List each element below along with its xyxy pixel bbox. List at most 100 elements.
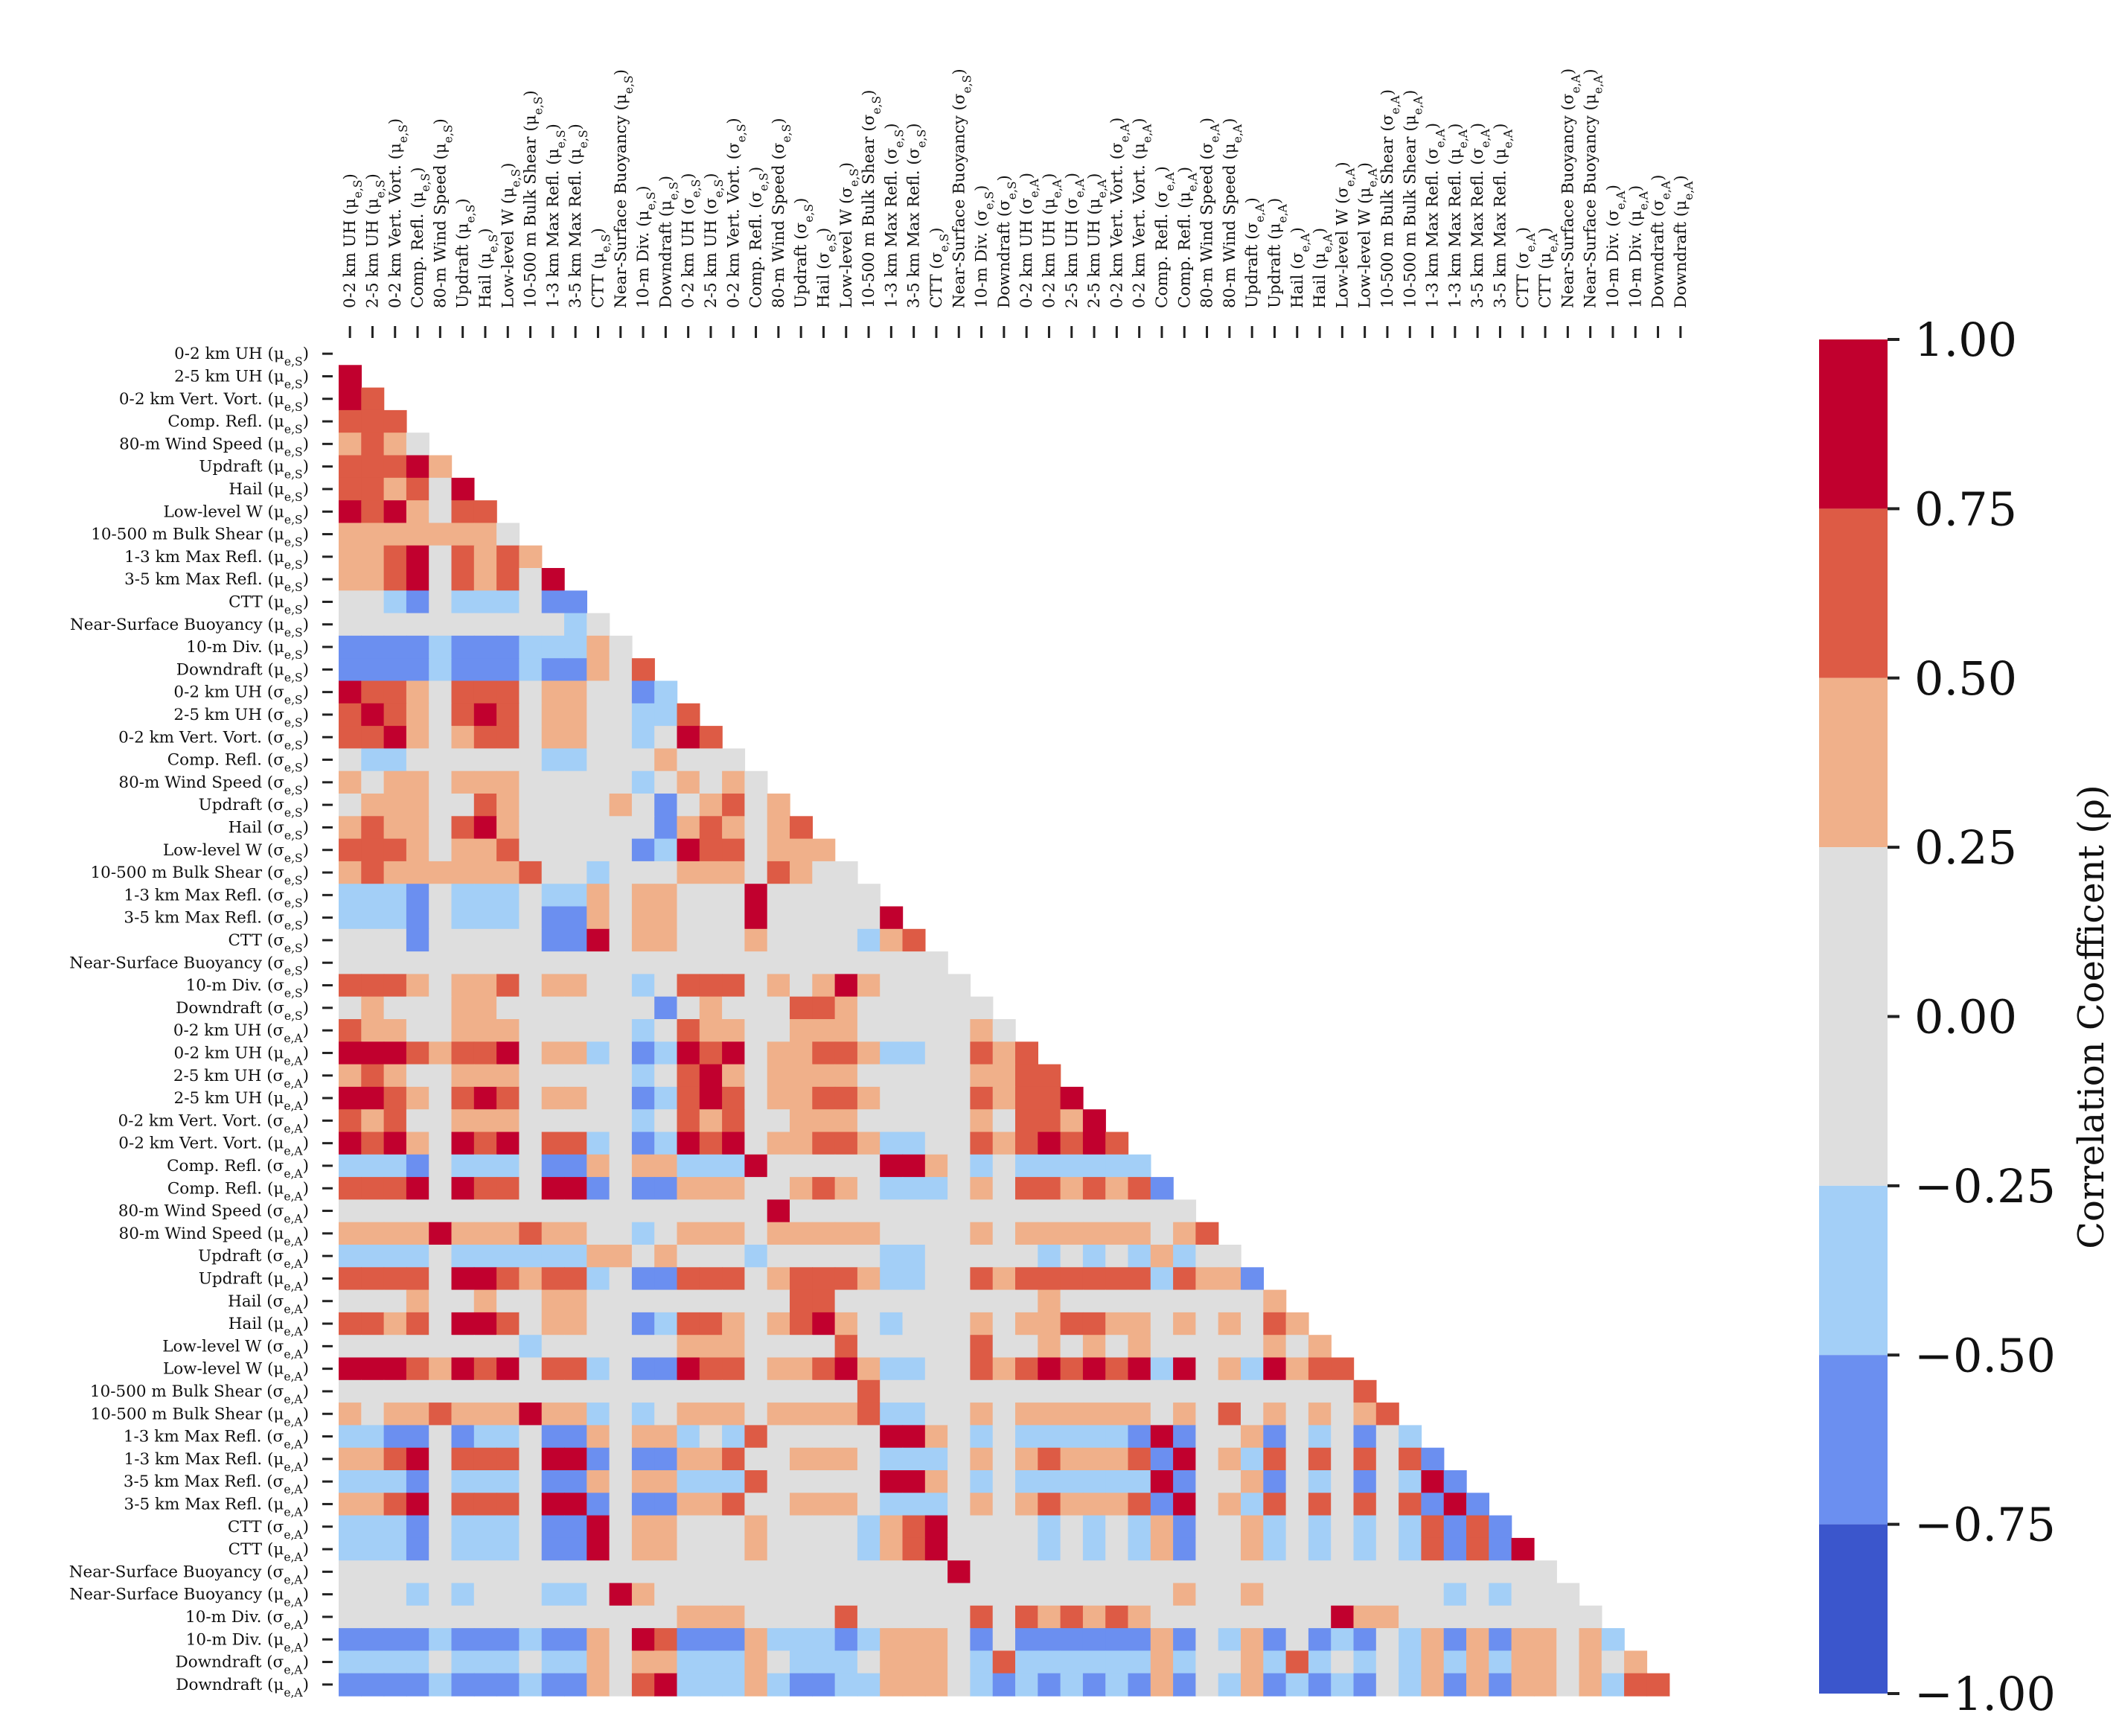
heatmap-cell (406, 1177, 429, 1201)
column-tick-label: Comp. Refl. (σe,S) (747, 167, 771, 308)
heatmap-cell (631, 1177, 655, 1201)
heatmap-cell (451, 1493, 475, 1516)
heatmap-cell (429, 658, 453, 682)
heatmap-cell (1038, 1222, 1061, 1245)
heatmap-cell (970, 1650, 994, 1674)
heatmap-cell (970, 1470, 994, 1493)
heatmap-cell (383, 996, 407, 1020)
heatmap-cell (339, 770, 362, 794)
heatmap-cell (880, 928, 904, 952)
heatmap-cell (744, 906, 768, 930)
heatmap-cell (857, 1267, 881, 1291)
heatmap-cell (631, 748, 655, 772)
row-tick-label: Hail (σe,S) (229, 818, 309, 842)
heatmap-cell (361, 1605, 385, 1629)
row-tick-label: 10-m Div. (σe,S) (186, 977, 309, 1001)
heatmap-cell (631, 1222, 655, 1245)
heatmap-cell (541, 1605, 565, 1629)
heatmap-cell (970, 1267, 994, 1291)
heatmap-cell (1241, 1267, 1264, 1291)
heatmap-cell (1353, 1673, 1377, 1697)
heatmap-cell (609, 770, 633, 794)
heatmap-cell (1015, 1628, 1038, 1652)
heatmap-cell (473, 1425, 497, 1449)
heatmap-cell (1128, 1515, 1151, 1539)
heatmap-cell (812, 1583, 836, 1606)
heatmap-cell (722, 1425, 746, 1449)
heatmap-cell (992, 1222, 1016, 1245)
heatmap-cell (473, 861, 497, 884)
heatmap-cell (587, 1470, 610, 1493)
heatmap-cell (790, 1650, 813, 1674)
row-tick-label: 1-3 km Max Refl. (μe,A) (124, 1450, 309, 1474)
heatmap-cell (541, 996, 565, 1020)
heatmap-cell (564, 1650, 587, 1674)
heatmap-cell (947, 1245, 971, 1268)
heatmap-cell (834, 1312, 858, 1335)
heatmap-cell (1128, 1154, 1151, 1178)
heatmap-cell (1082, 1357, 1106, 1381)
heatmap-cell (429, 816, 453, 840)
heatmap-cell (1082, 1379, 1106, 1403)
heatmap-cell (677, 928, 700, 952)
heatmap-cell (1128, 1177, 1151, 1201)
heatmap-cell (383, 748, 407, 772)
heatmap-cell (361, 1379, 385, 1403)
column-tick-label: Comp. Refl. (μe,S) (409, 167, 432, 308)
heatmap-cell (654, 884, 678, 907)
heatmap-cell (429, 1402, 453, 1426)
heatmap-cell (1195, 1289, 1219, 1313)
heatmap-cell (609, 1245, 633, 1268)
heatmap-cell (970, 1019, 994, 1042)
heatmap-cell (1331, 1673, 1355, 1697)
heatmap-cell (1241, 1470, 1264, 1493)
heatmap-cell (654, 1019, 678, 1042)
heatmap-cell (699, 906, 723, 930)
heatmap-cell (406, 1605, 429, 1629)
heatmap-cell (1241, 1357, 1264, 1381)
heatmap-cell (339, 748, 362, 772)
heatmap-cell (699, 1673, 723, 1697)
heatmap-cell (406, 1222, 429, 1245)
heatmap-cell (587, 680, 610, 704)
heatmap-cell (587, 1357, 610, 1381)
heatmap-cell (970, 1199, 994, 1223)
heatmap-cell (361, 928, 385, 952)
heatmap-cell (722, 1199, 746, 1223)
heatmap-cell (1308, 1470, 1332, 1493)
heatmap-cell (361, 1289, 385, 1313)
heatmap-cell (1285, 1537, 1309, 1561)
row-tick-label: CTT (μe,S) (229, 593, 309, 616)
heatmap-cell (429, 1515, 453, 1539)
heatmap-cell (1173, 1312, 1197, 1335)
heatmap-cell (587, 1222, 610, 1245)
heatmap-cell (1556, 1628, 1580, 1652)
heatmap-cell (1082, 1493, 1106, 1516)
heatmap-cell (677, 1402, 700, 1426)
heatmap-cell (722, 1537, 746, 1561)
heatmap-cell (1105, 1132, 1129, 1155)
heatmap-cell (767, 884, 790, 907)
heatmap-cell (406, 568, 429, 591)
heatmap-cell (473, 500, 497, 524)
heatmap-cell (361, 523, 385, 546)
heatmap-cell (722, 1402, 746, 1426)
heatmap-cell (1128, 1493, 1151, 1516)
heatmap-cell (744, 1335, 768, 1359)
heatmap-cell (1195, 1650, 1219, 1674)
heatmap-cell (383, 884, 407, 907)
heatmap-cell (924, 1650, 948, 1674)
row-tick-label: Hail (μe,S) (229, 480, 309, 504)
heatmap-cell (383, 703, 407, 727)
heatmap-cell (564, 1245, 587, 1268)
heatmap-cell (1105, 1470, 1129, 1493)
heatmap-cell (1511, 1650, 1535, 1674)
heatmap-cell (880, 1379, 904, 1403)
heatmap-cell (1173, 1605, 1197, 1629)
heatmap-cell (1195, 1379, 1219, 1403)
heatmap-cell (339, 1493, 362, 1516)
heatmap-cell (383, 523, 407, 546)
heatmap-cell (631, 861, 655, 884)
heatmap-cell (924, 996, 948, 1020)
heatmap-cell (677, 1132, 700, 1155)
